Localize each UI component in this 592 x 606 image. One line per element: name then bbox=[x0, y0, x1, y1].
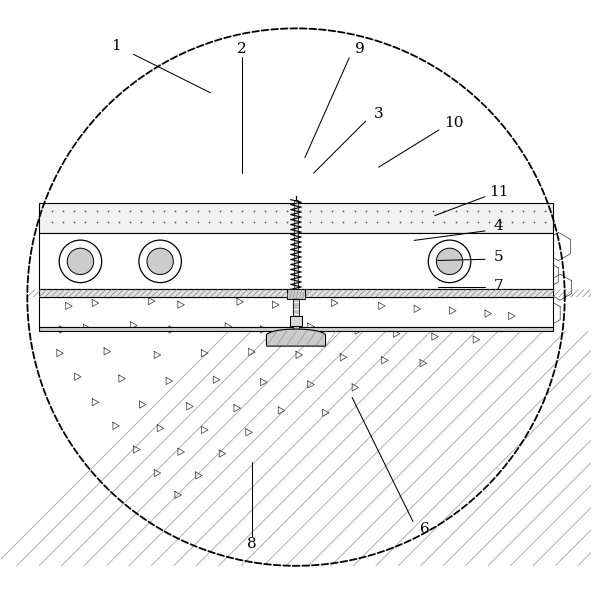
Bar bbox=[287, 290, 305, 299]
Circle shape bbox=[428, 240, 471, 282]
Text: 8: 8 bbox=[247, 537, 256, 551]
Polygon shape bbox=[266, 329, 326, 346]
Bar bbox=[39, 233, 553, 290]
Text: 4: 4 bbox=[494, 219, 503, 233]
Bar bbox=[39, 331, 553, 566]
Bar bbox=[293, 299, 299, 333]
Text: 7: 7 bbox=[494, 279, 503, 293]
Text: 11: 11 bbox=[489, 185, 509, 199]
Text: 3: 3 bbox=[374, 107, 384, 121]
Bar bbox=[39, 327, 553, 331]
Text: 5: 5 bbox=[494, 250, 503, 264]
Bar bbox=[39, 290, 553, 297]
Circle shape bbox=[67, 248, 94, 275]
Circle shape bbox=[147, 248, 173, 275]
Bar bbox=[39, 202, 553, 233]
Bar bbox=[290, 316, 302, 326]
Text: 1: 1 bbox=[111, 39, 121, 53]
Bar bbox=[39, 297, 553, 327]
Text: 10: 10 bbox=[445, 116, 464, 130]
Text: 2: 2 bbox=[237, 42, 246, 56]
Text: 6: 6 bbox=[420, 522, 430, 536]
Circle shape bbox=[139, 240, 181, 282]
Circle shape bbox=[59, 240, 102, 282]
Circle shape bbox=[436, 248, 463, 275]
Bar bbox=[294, 199, 298, 290]
Text: 9: 9 bbox=[355, 42, 365, 56]
